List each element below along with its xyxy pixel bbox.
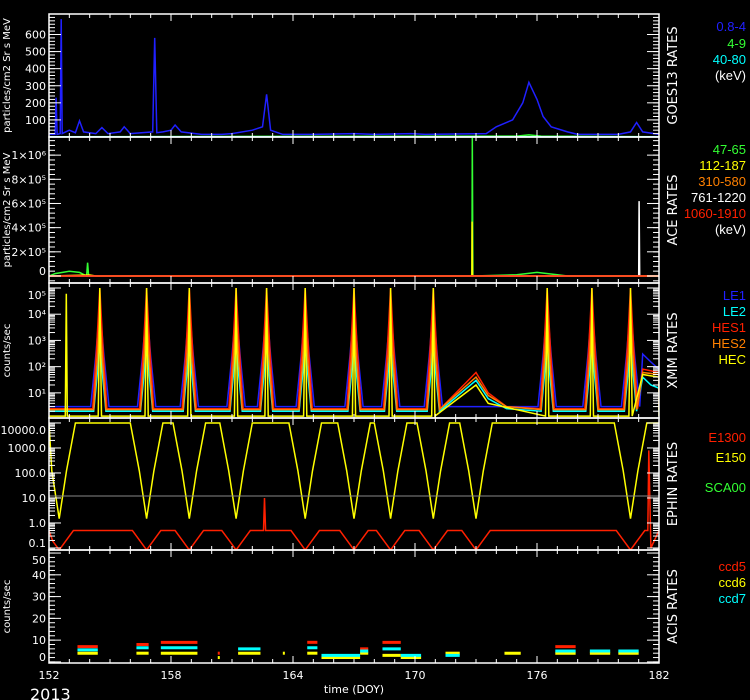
y-tick-label: 8×10⁵ (11, 173, 46, 186)
y-tick-label: 2×10⁵ (11, 246, 46, 259)
y-tick-label: 20 (32, 612, 46, 625)
x-tick-label: 176 (527, 669, 548, 682)
y-tick-label: 10³ (28, 334, 46, 347)
series-e150-line (49, 422, 659, 519)
y-tick-label: 10⁵ (28, 289, 46, 302)
y-tick-label: 10¹ (28, 387, 46, 400)
panel-title: ACE RATES (666, 175, 681, 246)
y-tick-label: 0.1 (29, 537, 47, 550)
y-tick-label: 10.0 (22, 492, 47, 505)
legend-entry-ccd5: ccd5 (719, 559, 746, 574)
panel-data (77, 640, 639, 660)
legend-entry-112-187: 112-187 (699, 158, 746, 173)
panel-data (49, 422, 659, 550)
series-0.8-4-line (49, 19, 659, 136)
legend-entry-sca00: SCA00 (705, 480, 746, 495)
legend-entry-310-580: 310-580 (698, 174, 746, 189)
legend-entry-e1300: E1300 (708, 430, 746, 445)
x-tick-label: 164 (283, 669, 304, 682)
panel-title: XMM RATES (666, 312, 681, 388)
legend-entry-hec: HEC (719, 352, 746, 367)
legend-entry-0.8-4: 0.8-4 (716, 19, 746, 34)
y-tick-label: 400 (25, 63, 46, 76)
y-tick-label: 1×10⁶ (11, 149, 46, 162)
y-tick-label: 4×10⁵ (11, 222, 46, 235)
panel-title: ACIS RATES (666, 569, 681, 644)
legend-entry-1060-1910: 1060-1910 (684, 206, 746, 221)
year-label: 2013 (30, 685, 71, 700)
y-axis-label: particles/cm2 Sr s MeV (2, 18, 13, 133)
legend-unit: (keV) (715, 68, 746, 83)
panel-title: GOES13 RATES (666, 26, 681, 124)
y-tick-label: 1.0 (29, 517, 47, 530)
y-tick-label: 50 (32, 554, 46, 567)
legend-entry-761-1220: 761-1220 (691, 190, 746, 205)
panel-ephin-rates: E1300 E150 SCA00 0.1 1.0 10.0 100.0 1000.0 10000… (1, 417, 746, 551)
panel-data (49, 287, 659, 418)
legend-entry-ccd7: ccd7 (719, 591, 746, 606)
y-axis-label: counts/sec (2, 580, 13, 634)
y-tick-label: 30 (32, 591, 46, 604)
legend-entry-e150: E150 (716, 450, 746, 465)
legend-entry-47-65: 47-65 (713, 142, 746, 157)
x-tick-label: 170 (405, 669, 426, 682)
y-tick-label: 10 (32, 634, 46, 647)
panel-data (49, 137, 659, 278)
series-e1300-line (49, 450, 659, 550)
legend-entry-4-9: 4-9 (727, 36, 746, 51)
series-hec-line (49, 287, 659, 418)
y-tick-label: 0 (39, 651, 46, 664)
y-tick-label: 10² (28, 361, 46, 374)
legend-entry-40-80: 40-80 (713, 52, 746, 67)
x-axis-label: time (DOY) (324, 683, 384, 696)
y-tick-label: 500 (25, 46, 46, 59)
panel-title: EPHIN RATES (666, 442, 681, 526)
x-tick-label: 158 (161, 669, 182, 682)
y-tick-label: 100 (25, 114, 46, 127)
panel-ace-rates: 47-65112-187310-580761-12201060-1910(keV… (2, 136, 746, 284)
x-tick-label: 182 (649, 669, 670, 682)
y-axis-label: counts/sec (2, 324, 13, 378)
x-tick-label: 152 (39, 669, 60, 682)
y-tick-label: 40 (32, 569, 46, 582)
legend-entry-hes1: HES1 (712, 320, 746, 335)
y-tick-label: 10⁴ (28, 308, 47, 321)
legend-entry-hes2: HES2 (712, 336, 746, 351)
y-tick-label: 200 (25, 97, 46, 110)
legend-entry-ccd6: ccd6 (719, 575, 746, 590)
y-tick-label: 600 (25, 29, 46, 42)
legend-unit: (keV) (715, 222, 746, 237)
y-tick-label: 0 (39, 265, 46, 278)
y-tick-label: 6×10⁵ (11, 197, 46, 210)
y-tick-label: 100.0 (15, 467, 47, 480)
y-tick-label: 1000.0 (8, 442, 47, 455)
y-axis-label: particles/cm2 Sr s MeV (2, 152, 13, 267)
y-tick-label: 10000.0 (1, 424, 47, 437)
legend-entry-le1: LE1 (723, 288, 746, 303)
legend-entry-le2: LE2 (723, 304, 746, 319)
y-tick-label: 300 (25, 80, 46, 93)
